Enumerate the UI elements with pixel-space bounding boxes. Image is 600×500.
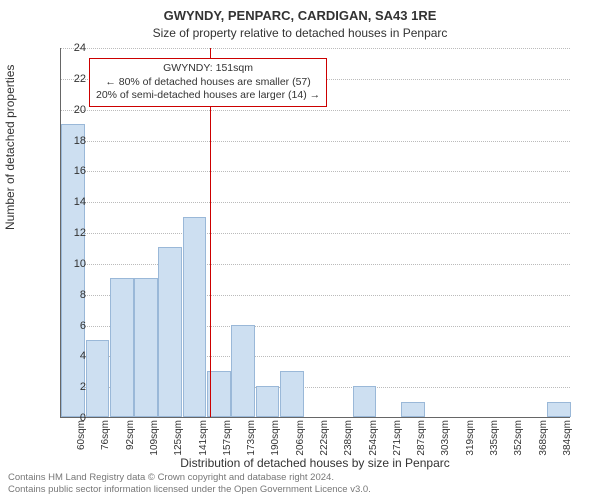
histogram-bar: [256, 386, 280, 417]
annotation-box: GWYNDY: 151sqm ← 80% of detached houses …: [89, 58, 327, 107]
histogram-bar: [547, 402, 571, 417]
x-tick-label: 206sqm: [295, 420, 306, 470]
footer-attribution: Contains HM Land Registry data © Crown c…: [8, 472, 371, 496]
x-tick-label: 303sqm: [440, 420, 451, 470]
histogram-bar: [401, 402, 425, 417]
y-tick-label: 14: [56, 196, 86, 208]
annotation-line: ← 80% of detached houses are smaller (57…: [96, 76, 320, 90]
chart-subtitle: Size of property relative to detached ho…: [0, 26, 600, 40]
histogram-bar: [158, 247, 182, 417]
x-tick-label: 319sqm: [465, 420, 476, 470]
gridline: [61, 171, 570, 172]
gridline: [61, 264, 570, 265]
chart-container: GWYNDY, PENPARC, CARDIGAN, SA43 1RE Size…: [0, 0, 600, 500]
y-tick-label: 20: [56, 104, 86, 116]
x-tick-label: 125sqm: [173, 420, 184, 470]
y-tick-label: 4: [56, 350, 86, 362]
y-tick-label: 22: [56, 73, 86, 85]
x-tick-label: 335sqm: [489, 420, 500, 470]
histogram-bar: [353, 386, 377, 417]
y-tick-label: 12: [56, 227, 86, 239]
gridline: [61, 202, 570, 203]
y-tick-label: 18: [56, 135, 86, 147]
histogram-bar: [134, 278, 158, 417]
x-tick-label: 141sqm: [198, 420, 209, 470]
histogram-bar: [110, 278, 134, 417]
x-tick-label: 76sqm: [100, 420, 111, 470]
x-tick-label: 157sqm: [222, 420, 233, 470]
x-tick-label: 238sqm: [343, 420, 354, 470]
x-tick-label: 287sqm: [416, 420, 427, 470]
y-axis-label: Number of detached properties: [3, 65, 17, 230]
footer-line: Contains HM Land Registry data © Crown c…: [8, 472, 371, 484]
gridline: [61, 141, 570, 142]
chart-title: GWYNDY, PENPARC, CARDIGAN, SA43 1RE: [0, 8, 600, 23]
histogram-bar: [86, 340, 110, 417]
histogram-bar: [183, 217, 207, 417]
gridline: [61, 233, 570, 234]
x-tick-label: 254sqm: [368, 420, 379, 470]
x-tick-label: 222sqm: [319, 420, 330, 470]
x-tick-label: 368sqm: [538, 420, 549, 470]
y-tick-label: 6: [56, 320, 86, 332]
y-tick-label: 8: [56, 289, 86, 301]
y-tick-label: 10: [56, 258, 86, 270]
x-tick-label: 173sqm: [246, 420, 257, 470]
x-tick-label: 271sqm: [392, 420, 403, 470]
annotation-line: GWYNDY: 151sqm: [96, 62, 320, 76]
footer-line: Contains public sector information licen…: [8, 484, 371, 496]
x-tick-label: 352sqm: [513, 420, 524, 470]
histogram-bar: [280, 371, 304, 417]
histogram-bar: [231, 325, 255, 418]
x-tick-label: 60sqm: [76, 420, 87, 470]
annotation-line: 20% of semi-detached houses are larger (…: [96, 89, 320, 103]
y-tick-label: 24: [56, 42, 86, 54]
gridline: [61, 110, 570, 111]
y-tick-label: 2: [56, 381, 86, 393]
x-tick-label: 92sqm: [125, 420, 136, 470]
x-tick-label: 384sqm: [562, 420, 573, 470]
y-tick-label: 16: [56, 165, 86, 177]
plot-area: GWYNDY: 151sqm ← 80% of detached houses …: [60, 48, 570, 418]
gridline: [61, 48, 570, 49]
x-tick-label: 190sqm: [270, 420, 281, 470]
x-tick-label: 109sqm: [149, 420, 160, 470]
